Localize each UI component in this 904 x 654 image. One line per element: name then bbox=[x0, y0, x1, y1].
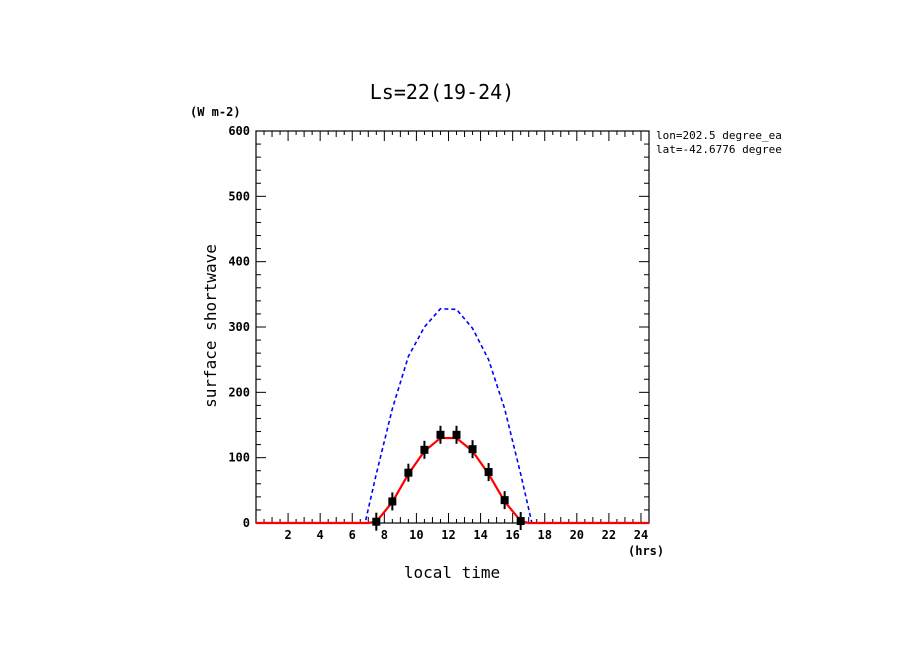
chart-title: Ls=22(19-24) bbox=[370, 80, 515, 104]
data-point bbox=[468, 440, 477, 459]
x-tick-label: 16 bbox=[505, 528, 519, 542]
y-tick-label: 400 bbox=[228, 255, 250, 269]
data-point bbox=[436, 425, 445, 444]
data-point bbox=[420, 440, 429, 459]
y-tick-label: 0 bbox=[243, 516, 250, 530]
data-point bbox=[388, 492, 397, 511]
annotation-lat: lat=-42.6776 degree bbox=[656, 143, 782, 156]
x-tick-label: 20 bbox=[570, 528, 584, 542]
data-point bbox=[372, 512, 381, 531]
x-tick-label: 18 bbox=[538, 528, 552, 542]
y-tick-label: 600 bbox=[228, 124, 250, 138]
y-unit-label: (W m-2) bbox=[190, 105, 241, 119]
y-tick-label: 200 bbox=[228, 385, 250, 399]
y-axis-label: surface shortwave bbox=[201, 244, 220, 408]
plot-frame bbox=[255, 130, 650, 524]
data-point bbox=[516, 512, 525, 531]
x-tick-label: 6 bbox=[349, 528, 356, 542]
x-tick-label: 10 bbox=[409, 528, 423, 542]
x-tick-label: 12 bbox=[441, 528, 455, 542]
series-layer bbox=[256, 307, 649, 531]
x-tick-label: 22 bbox=[602, 528, 616, 542]
x-tick-label: 14 bbox=[473, 528, 487, 542]
x-unit-label: (hrs) bbox=[628, 544, 664, 558]
x-tick-label: 2 bbox=[284, 528, 291, 542]
y-tick-label: 100 bbox=[228, 451, 250, 465]
y-tick-label: 300 bbox=[228, 320, 250, 334]
data-point bbox=[500, 491, 509, 510]
x-tick-label: 8 bbox=[381, 528, 388, 542]
x-tick-label: 4 bbox=[317, 528, 324, 542]
series-obs-markers bbox=[372, 425, 525, 531]
data-point bbox=[404, 463, 413, 482]
y-tick-label: 500 bbox=[228, 189, 250, 203]
x-axis-label: local time bbox=[404, 563, 500, 582]
data-point bbox=[484, 463, 493, 482]
series-dashed-line bbox=[256, 307, 649, 524]
series-solid-line bbox=[256, 436, 649, 525]
x-tick-label: 24 bbox=[634, 528, 648, 542]
annotation-lon: lon=202.5 degree_ea bbox=[656, 129, 782, 142]
data-point bbox=[452, 425, 461, 444]
